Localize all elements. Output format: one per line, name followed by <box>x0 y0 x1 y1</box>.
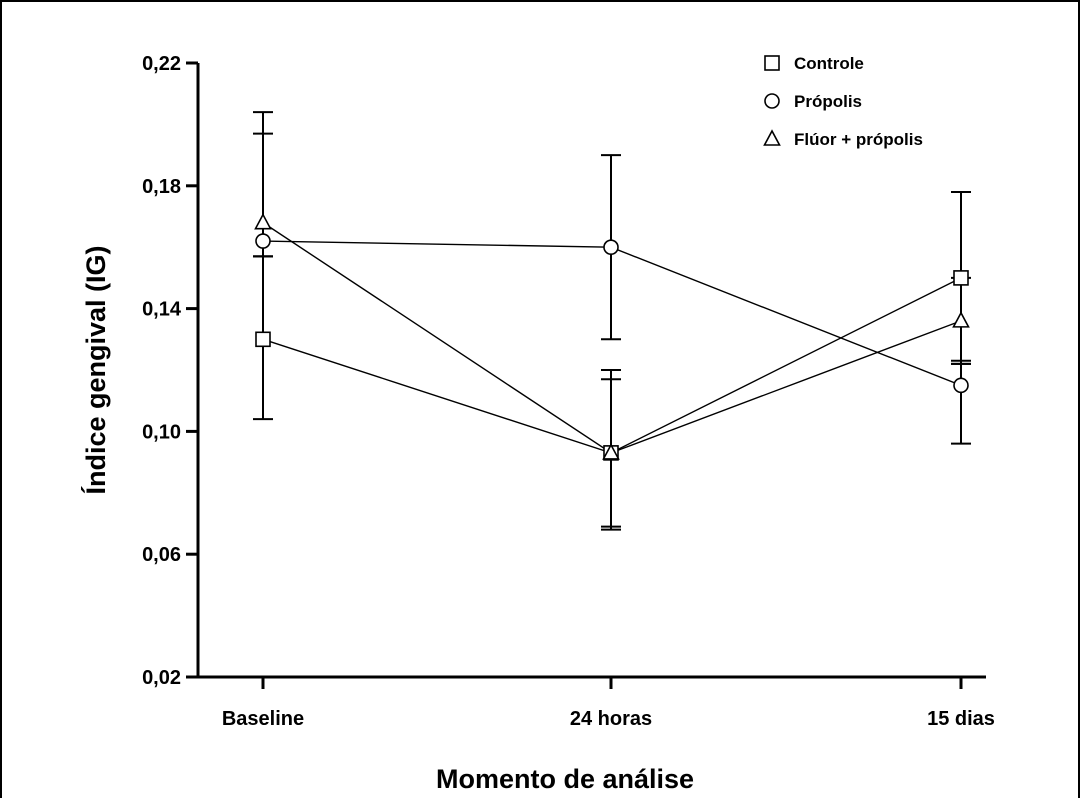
legend-marker-triangle <box>763 129 781 146</box>
data-point-square <box>255 331 271 348</box>
x-axis-title: Momento de análise <box>436 764 694 794</box>
y-tick-label: 0,10 <box>142 421 181 443</box>
y-tick-label: 0,02 <box>142 667 181 689</box>
legend-marker-square <box>764 55 780 71</box>
y-tick-label: 0,14 <box>142 299 182 321</box>
y-tick-label: 0,06 <box>142 544 181 566</box>
data-point-circle <box>603 239 619 255</box>
legend-entry: Própolis <box>764 92 862 111</box>
x-tick-label: 15 dias <box>927 708 995 730</box>
legend-label: Flúor + própolis <box>794 130 923 149</box>
data-point-circle <box>953 377 969 394</box>
data-point-triangle <box>952 311 970 328</box>
data-point-triangle <box>254 212 272 230</box>
y-axis-title: Índice gengival (IG) <box>80 245 111 494</box>
legend-label: Própolis <box>794 92 862 111</box>
data-point-circle <box>255 233 271 249</box>
x-tick-label: Baseline <box>222 708 304 730</box>
legend: Controle Própolis Flúor + própolis <box>763 54 923 149</box>
legend-label: Controle <box>794 54 864 73</box>
y-tick-label: 0,18 <box>142 176 181 198</box>
y-tick-label: 0,22 <box>142 53 181 75</box>
axes: 0,02 0,06 0,10 0,14 0,18 0,22 Baseline 24 horas… <box>142 53 995 730</box>
legend-marker-circle <box>764 93 780 109</box>
data-point-triangle <box>602 443 620 460</box>
series-layer <box>253 111 971 531</box>
legend-entry: Flúor + própolis <box>763 129 923 149</box>
x-tick-label: 24 horas <box>570 708 652 730</box>
data-point-square <box>953 270 969 286</box>
legend-entry: Controle <box>764 54 864 73</box>
